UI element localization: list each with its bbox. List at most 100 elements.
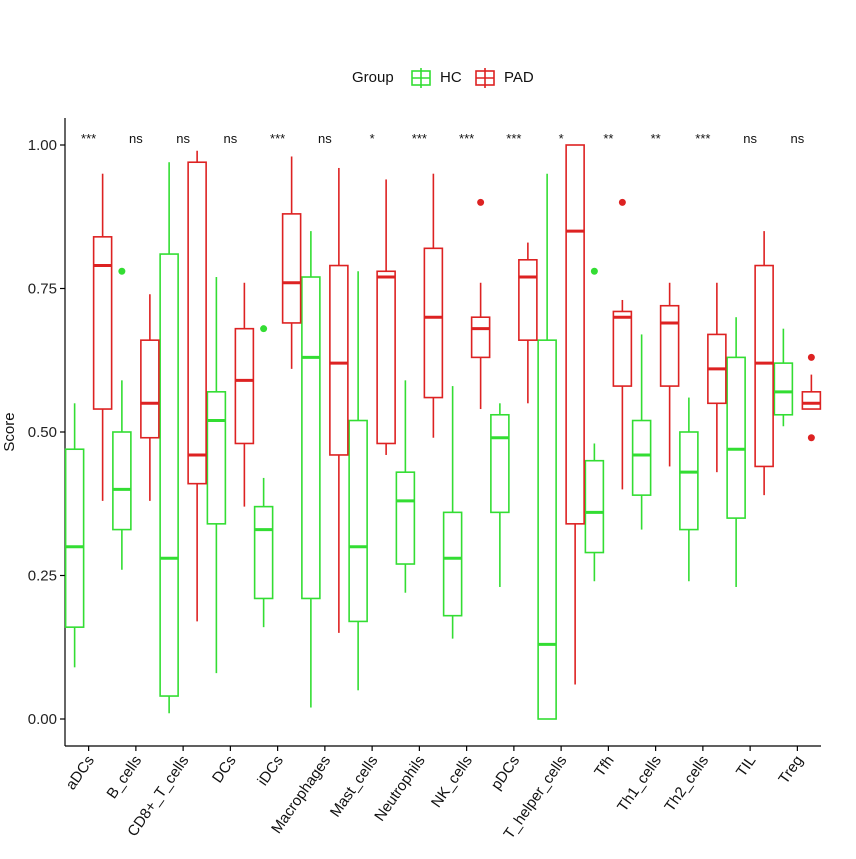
- significance-label: ns: [129, 131, 143, 146]
- significance-label: ***: [459, 131, 474, 146]
- box-body: [490, 413, 510, 514]
- legend-label-hc: HC: [440, 69, 462, 86]
- box-hc-adcs: [64, 403, 85, 668]
- box-hc-nk_cells: [442, 386, 463, 639]
- box-body: [612, 310, 633, 387]
- box-hc-cd8+_t_cells: [159, 162, 179, 714]
- x-tick-label: Tfh: [591, 753, 617, 781]
- box-body: [584, 459, 605, 554]
- box-body: [726, 356, 746, 519]
- box-body: [64, 448, 85, 628]
- box-body: [565, 144, 585, 525]
- box-body: [659, 304, 680, 387]
- x-tick-label: TIL: [733, 753, 759, 781]
- box-body: [187, 161, 207, 485]
- box-hc-neutrophils: [395, 380, 416, 593]
- box-body: [234, 327, 255, 445]
- y-tick-label: 0.25: [28, 568, 57, 585]
- x-tick-label: pDCs: [488, 753, 523, 793]
- box-pad-th2_cells: [707, 282, 727, 473]
- significance-label: ***: [506, 131, 521, 146]
- significance-label: ***: [412, 131, 427, 146]
- box-hc-idcs: [253, 325, 274, 628]
- box-pad-til: [754, 231, 774, 496]
- box-pad-idcs: [281, 156, 302, 369]
- x-tick-label: iDCs: [254, 753, 287, 789]
- box-pad-adcs: [92, 173, 113, 501]
- box-body: [442, 511, 463, 617]
- box-hc-mast_cells: [348, 271, 368, 691]
- significance-label: ns: [176, 131, 190, 146]
- box-body: [518, 258, 538, 341]
- significance-label: *: [559, 131, 564, 146]
- legend-label-pad: PAD: [504, 69, 534, 86]
- plot-area: *** ns ns ns *** ns * *** *** *** * ** ** *** ns ns: [64, 131, 822, 720]
- significance-label: ns: [318, 131, 332, 146]
- box-pad-cd8+_t_cells: [187, 150, 207, 622]
- significance-label: ns: [224, 131, 238, 146]
- box-body: [206, 391, 227, 525]
- legend-entry-pad: PAD: [475, 68, 534, 88]
- box-body: [159, 253, 179, 697]
- outlier-point: [807, 353, 815, 361]
- significance-label: ***: [270, 131, 285, 146]
- y-axis-title: Score: [1, 412, 18, 451]
- box-hc-macrophages: [301, 231, 321, 708]
- outlier-point: [807, 434, 815, 442]
- significance-label: ns: [791, 131, 805, 146]
- legend-key-hc: [411, 68, 431, 88]
- significance-label: *: [370, 131, 375, 146]
- box-pad-mast_cells: [376, 179, 396, 455]
- box-hc-th2_cells: [679, 397, 699, 582]
- box-hc-t_helper_cells: [537, 173, 557, 720]
- x-tick-label: aDCs: [62, 753, 97, 793]
- box-body: [631, 419, 652, 496]
- box-body: [329, 264, 349, 456]
- box-hc-th1_cells: [631, 334, 652, 530]
- box-body: [470, 316, 491, 359]
- box-hc-pdcs: [490, 403, 510, 587]
- box-pad-th1_cells: [659, 282, 680, 467]
- box-body: [253, 505, 274, 600]
- box-pad-tfh: [612, 198, 633, 490]
- box-body: [376, 270, 396, 445]
- box-hc-tfh: [584, 267, 605, 582]
- box-pad-treg: [801, 353, 822, 442]
- x-tick-label: Th1_cells: [614, 753, 665, 815]
- significance-label: ***: [695, 131, 710, 146]
- x-tick-label: B_cells: [103, 753, 145, 802]
- significance-label: **: [603, 131, 613, 146]
- legend-key-pad: [475, 68, 495, 88]
- box-hc-treg: [773, 328, 794, 427]
- box-body: [754, 264, 774, 468]
- significance-label: **: [651, 131, 661, 146]
- box-pad-t_helper_cells: [565, 144, 585, 685]
- outlier-point: [590, 267, 598, 275]
- y-tick-label: 0.50: [28, 424, 57, 441]
- box-pad-neutrophils: [423, 173, 444, 438]
- box-pad-pdcs: [518, 242, 538, 404]
- legend-entry-hc: HC: [411, 68, 462, 88]
- y-tick-label: 0.75: [28, 281, 57, 298]
- box-body: [140, 339, 160, 439]
- box-hc-dcs: [206, 277, 227, 674]
- x-tick-label: Treg: [775, 753, 806, 788]
- box-pad-dcs: [234, 282, 255, 507]
- outlier-point: [118, 267, 126, 275]
- outlier-point: [477, 198, 485, 206]
- box-body: [679, 431, 699, 531]
- x-tick-label: DCs: [209, 753, 240, 787]
- box-body: [92, 236, 113, 410]
- box-body: [395, 471, 416, 565]
- box-pad-macrophages: [329, 167, 349, 633]
- x-tick-label: Th2_cells: [661, 753, 712, 815]
- box-hc-b_cells: [112, 267, 132, 570]
- box-body: [112, 431, 132, 531]
- box-body: [301, 276, 321, 600]
- outlier-point: [618, 198, 626, 206]
- significance-label: ns: [743, 131, 757, 146]
- box-body: [423, 247, 444, 399]
- y-tick-label: 0.00: [28, 711, 57, 728]
